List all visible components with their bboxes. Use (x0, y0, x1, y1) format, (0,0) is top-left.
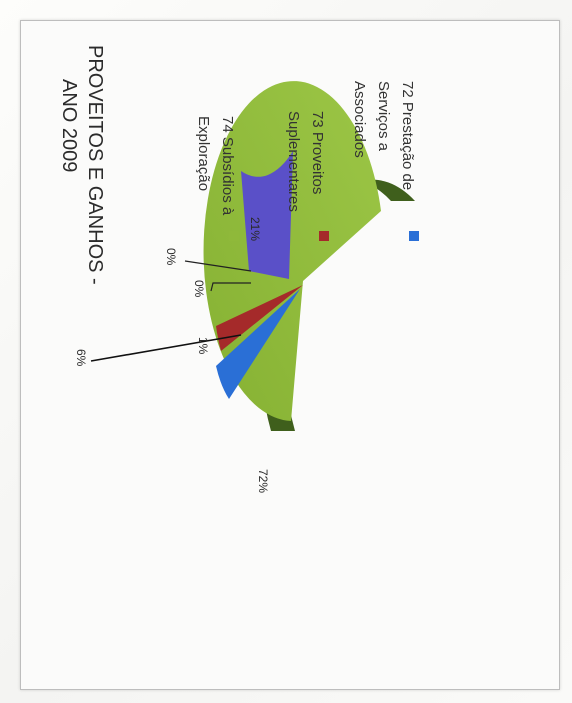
data-label-72pct: 72% (256, 469, 270, 493)
legend-swatch-subsidios (229, 231, 239, 241)
pie-slice-prestacao (216, 289, 300, 399)
pie-chart: PROVEITOS E GANHOS - ANO 2009 6% 1% 72% (58, 45, 419, 493)
chart-title-line-2: ANO 2009 (58, 79, 80, 172)
legend-label-prestacao-3: Associados (351, 81, 368, 158)
legend-label-subsidios-1: 74 Subsídios à (219, 116, 236, 216)
leader-line-0pct-a (210, 282, 251, 292)
pie-slice-suplementares (216, 285, 303, 351)
chart-title-line-1: PROVEITOS E GANHOS - (84, 45, 106, 285)
data-label-1pct: 1% (196, 337, 210, 355)
leader-line-0pct-b (184, 260, 252, 272)
chart-frame: PROVEITOS E GANHOS - ANO 2009 6% 1% 72% (20, 20, 560, 690)
legend-label-suplementares-2: Suplementares (285, 111, 302, 212)
data-label-6pct: 6% (74, 349, 88, 367)
legend-swatch-prestacao (409, 231, 419, 241)
leader-line-6pct (90, 334, 242, 362)
pie-slice-21pct (241, 151, 293, 279)
data-label-21pct: 21% (248, 217, 262, 241)
legend-label-prestacao-2: Serviços a (375, 81, 392, 152)
legend-label-prestacao-1: 72 Prestação de (399, 81, 416, 190)
pie-slice-subsidios (203, 81, 381, 421)
legend-label-suplementares-1: 73 Proveitos (309, 111, 326, 194)
data-label-0pct-b: 0% (164, 248, 178, 266)
legend-label-subsidios-2: Exploração (195, 116, 212, 191)
legend-swatch-suplementares (319, 231, 329, 241)
data-label-0pct-a: 0% (192, 280, 206, 298)
